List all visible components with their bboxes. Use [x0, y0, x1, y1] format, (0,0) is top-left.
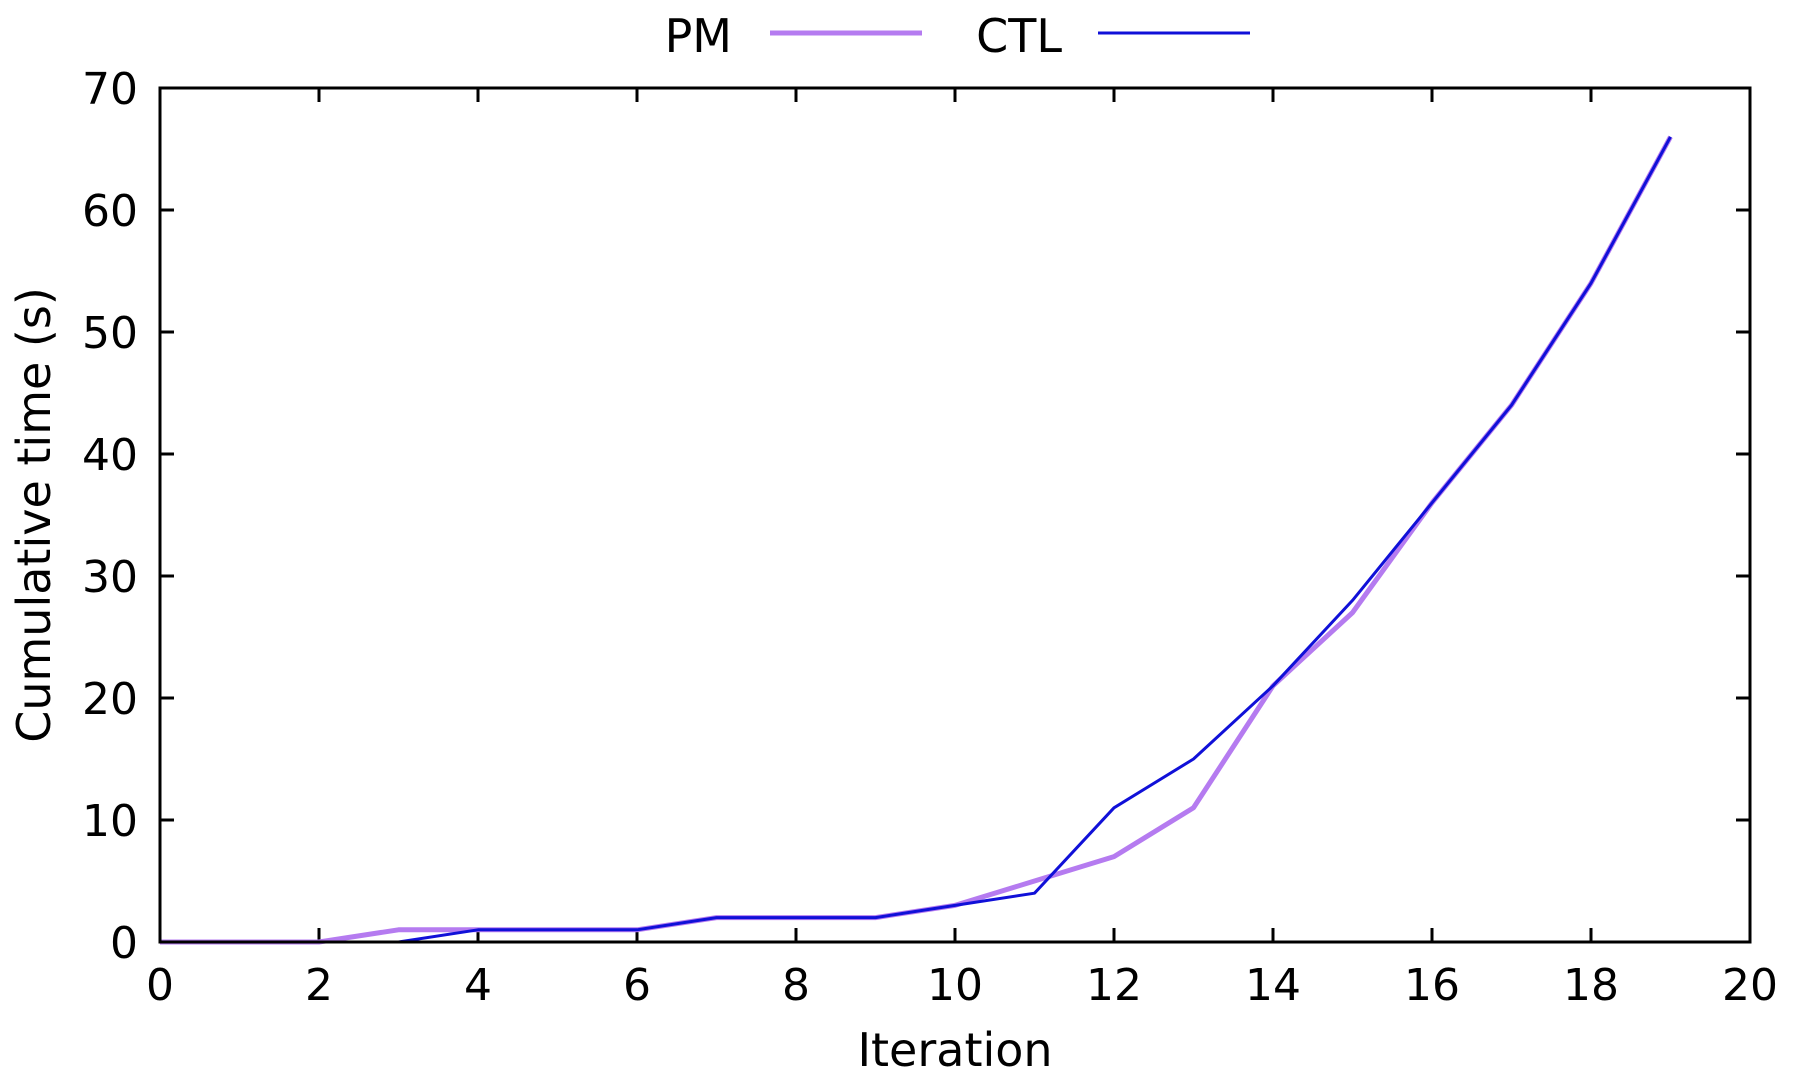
plot-area-frame	[158, 86, 1752, 944]
y-tick-label: 0	[110, 918, 138, 969]
y-axis-title: Cumulative time (s)	[7, 287, 61, 743]
y-tick-label: 30	[82, 552, 138, 603]
y-tick-label: 60	[82, 186, 138, 237]
series-line-pm	[160, 135, 1673, 945]
x-tick-label: 14	[1245, 960, 1301, 1011]
x-tick-label: 16	[1404, 960, 1460, 1011]
x-tick-label: 0	[146, 960, 174, 1011]
y-tick-label: 70	[82, 64, 138, 115]
legend: PM CTL	[665, 9, 1250, 63]
x-tick-label: 12	[1086, 960, 1142, 1011]
y-tick-label: 10	[82, 796, 138, 847]
series-line-ctl	[160, 136, 1672, 944]
legend-label-pm: PM	[665, 9, 732, 63]
x-tick-label: 6	[623, 960, 651, 1011]
x-tick-label: 18	[1563, 960, 1619, 1011]
y-tick-label: 50	[82, 308, 138, 359]
y-tick-label: 40	[82, 430, 138, 481]
x-tick-label: 20	[1722, 960, 1778, 1011]
data-series	[160, 135, 1673, 945]
legend-label-ctl: CTL	[976, 9, 1062, 63]
y-tick-label: 20	[82, 674, 138, 725]
x-tick-label: 8	[782, 960, 810, 1011]
x-tick-label: 2	[305, 960, 333, 1011]
x-tick-label: 4	[464, 960, 492, 1011]
x-axis-ticks: 0 2 4 6 8 10 12 14 16 18 20	[146, 88, 1778, 1011]
x-axis-title: Iteration	[857, 1023, 1052, 1076]
y-axis-ticks: 0 10 20 30 40 50 60 70	[82, 64, 1750, 969]
x-tick-label: 10	[927, 960, 983, 1011]
